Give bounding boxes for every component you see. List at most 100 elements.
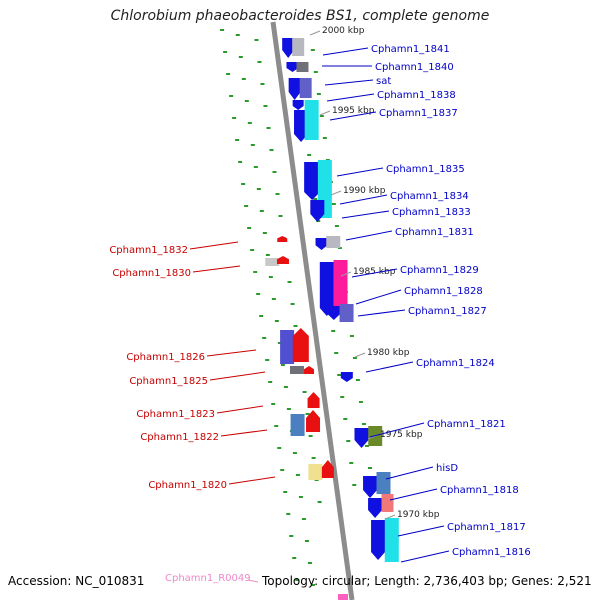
gene-feature	[292, 38, 305, 56]
gene-leader	[355, 289, 402, 305]
partial-gene-label[interactable]: Cphamn1_R0049	[165, 573, 251, 584]
ruler-labels: 2000 kbp 1995 kbp 1990 kbp 1985 kbp 1980 kbp…	[309, 26, 440, 520]
gene-feature	[307, 392, 320, 408]
gene-leader	[192, 265, 241, 273]
gene-leader	[228, 476, 276, 485]
gene-feature	[304, 100, 319, 140]
ruler-leader	[309, 30, 321, 36]
ruler-label: 1995 kbp	[332, 106, 375, 116]
gene-label-Cphamn1_1825: Cphamn1_1825	[129, 376, 208, 387]
gene-leader	[326, 93, 375, 102]
gene-leader	[385, 466, 434, 480]
map-title: Chlorobium phaeobacteroides BS1, complet…	[110, 8, 490, 24]
gene-feature	[315, 238, 328, 250]
ruler-leader	[319, 110, 331, 116]
gene-feature	[381, 494, 394, 512]
gene-leader	[206, 349, 257, 357]
gene-leader	[324, 79, 374, 86]
gene-feature	[340, 372, 353, 382]
gene-feature	[286, 62, 299, 72]
gene-leader	[400, 550, 450, 563]
gene-feature	[299, 78, 312, 98]
gene-label-Cphamn1_1835: Cphamn1_1835	[386, 164, 465, 175]
gene-feature	[310, 200, 325, 222]
ruler-leader	[330, 190, 342, 196]
gene-feature	[339, 304, 354, 322]
ruler-label: 1975 kbp	[380, 430, 423, 440]
gene-feature	[296, 62, 309, 72]
genome-backbone	[270, 21, 355, 600]
gene-label-Cphamn1_1818: Cphamn1_1818	[440, 485, 519, 496]
gene-label-Cphamn1_1816: Cphamn1_1816	[452, 547, 531, 558]
gene-label-Cphamn1_1840: Cphamn1_1840	[375, 62, 454, 73]
gene-feature	[280, 330, 295, 364]
gene-feature	[371, 520, 386, 560]
gene-feature	[292, 100, 304, 110]
ruler-label: 2000 kbp	[322, 26, 365, 36]
gene-label-Cphamn1_1831: Cphamn1_1831	[395, 227, 474, 238]
gene-label-Cphamn1_1832: Cphamn1_1832	[109, 245, 188, 256]
gene-leader	[189, 241, 239, 250]
gene-leader	[357, 309, 406, 317]
gene-feature	[333, 260, 348, 312]
gene-label-Cphamn1_1834: Cphamn1_1834	[390, 191, 469, 202]
gene-leader	[216, 405, 264, 414]
gene-feature	[326, 236, 341, 248]
gene-label-Cphamn1_1837: Cphamn1_1837	[379, 108, 458, 119]
gene-leader	[209, 371, 266, 381]
gene-label-Cphamn1_1823: Cphamn1_1823	[136, 409, 215, 420]
ruler-label: 1980 kbp	[367, 348, 410, 358]
gene-feature	[265, 258, 280, 266]
gene-label-Cphamn1_1827: Cphamn1_1827	[408, 306, 487, 317]
gene-feature	[290, 414, 305, 436]
gene-label-Cphamn1_1821: Cphamn1_1821	[427, 419, 506, 430]
gene-leader	[322, 47, 369, 56]
gene-label-Cphamn1_1830: Cphamn1_1830	[112, 268, 191, 279]
gene-leader	[351, 268, 398, 278]
ruler-label: 1985 kbp	[353, 267, 396, 277]
gene-label-Cphamn1_1817: Cphamn1_1817	[447, 522, 526, 533]
gene-leader	[389, 488, 438, 501]
gene-leader	[345, 230, 393, 241]
gene-leader	[339, 194, 388, 205]
gene-label-Cphamn1_1824: Cphamn1_1824	[416, 358, 495, 369]
gene-label-Cphamn1_1841: Cphamn1_1841	[371, 44, 450, 55]
gene-feature	[288, 78, 301, 100]
gene-feature	[304, 162, 321, 200]
gene-label-Cphamn1_1838: Cphamn1_1838	[377, 90, 456, 101]
ruler-leader	[340, 271, 352, 277]
gene-leader	[397, 525, 445, 537]
gene-feature	[376, 472, 391, 494]
gene-leader	[341, 210, 390, 219]
gene-label-hisD: hisD	[436, 463, 458, 474]
gene-leader	[220, 429, 268, 437]
gene-feature	[319, 262, 334, 316]
gene-label-Cphamn1_1828: Cphamn1_1828	[404, 286, 483, 297]
gene-feature	[290, 366, 305, 374]
gene-feature	[354, 428, 369, 448]
gene-feature	[363, 476, 378, 498]
gene-feature	[306, 410, 321, 432]
gene-feature	[277, 236, 288, 242]
gene-features	[265, 38, 399, 600]
gene-label-Cphamn1_1829: Cphamn1_1829	[400, 265, 479, 276]
ruler-label: 1970 kbp	[397, 510, 440, 520]
gene-leader	[369, 422, 425, 438]
topology-label: Topology: circular; Length: 2,736,403 bp…	[262, 574, 592, 588]
gene-leader	[329, 111, 377, 121]
ruler-label: 1990 kbp	[343, 186, 386, 196]
gene-label-Cphamn1_1826: Cphamn1_1826	[126, 352, 205, 363]
gene-label-Cphamn1_1822: Cphamn1_1822	[140, 432, 219, 443]
gene-leader	[247, 579, 259, 583]
gene-feature	[304, 366, 315, 374]
ruler-leader	[384, 514, 396, 520]
gene-leader	[365, 361, 414, 373]
gene-feature	[338, 594, 348, 600]
gene-feature	[384, 518, 399, 562]
gene-feature	[276, 256, 289, 264]
gene-feature	[282, 38, 295, 58]
gene-feature	[308, 464, 323, 480]
gene-feature	[327, 306, 340, 320]
